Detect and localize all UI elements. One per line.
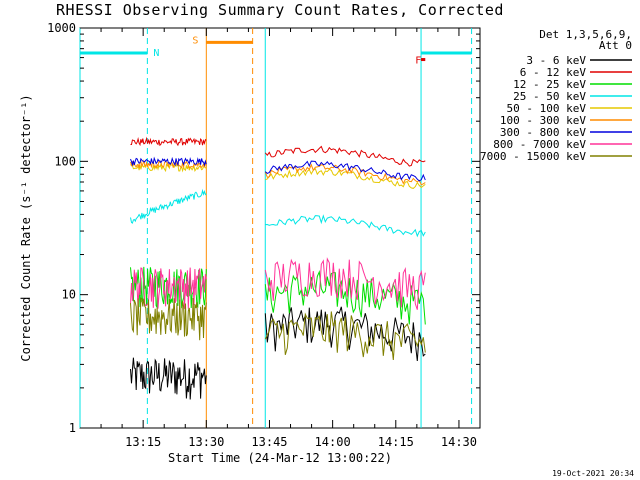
series-100-300-kev: [130, 159, 426, 186]
series-layer: [130, 136, 426, 400]
legend-label: 25 - 50 keV: [513, 90, 586, 103]
series-line: [130, 357, 207, 400]
annotation-label-flare: F: [415, 56, 421, 67]
series-3-6-kev: [130, 306, 426, 400]
series-line: [130, 136, 207, 147]
x-tick-label: 14:30: [441, 435, 477, 449]
series-line: [264, 306, 426, 362]
footer-timestamp: 19-Oct-2021 20:34: [552, 469, 634, 478]
y-tick-label: 10: [62, 288, 76, 302]
series-line: [130, 297, 207, 341]
series-50-100-kev: [130, 162, 426, 189]
legend-label: 800 - 7000 keV: [493, 138, 586, 151]
x-tick-label: 13:30: [188, 435, 224, 449]
x-axis-label: Start Time (24-Mar-12 13:00:22): [168, 451, 392, 465]
legend-label: 100 - 300 keV: [500, 114, 586, 127]
series-300-800-kev: [130, 156, 426, 182]
legend-label: 7000 - 15000 keV: [480, 150, 586, 163]
y-tick-label: 1: [69, 421, 76, 435]
chart-title: RHESSI Observing Summary Count Rates, Co…: [56, 1, 504, 19]
series-line: [130, 188, 207, 224]
legend-header: Det 1,3,5,6,9,: [539, 28, 632, 41]
legend-header: Att 0: [599, 39, 632, 52]
series-7000-15000-kev: [130, 297, 426, 361]
annotations: N S F: [80, 35, 472, 67]
time-markers: [79, 28, 473, 428]
series-line: [265, 214, 426, 238]
series-line: [130, 267, 207, 309]
y-tick-label: 1000: [47, 21, 76, 35]
series-6-12-kev: [130, 136, 426, 167]
legend-label: 3 - 6 keV: [526, 54, 586, 67]
series-line: [265, 168, 426, 189]
series-line: [264, 270, 426, 325]
legend-label: 12 - 25 keV: [513, 78, 586, 91]
x-tick-label: 14:15: [378, 435, 414, 449]
series-line: [264, 145, 426, 167]
axes: 13:15 13:30 13:45 14:00 14:15 14:30 1 10 100 1000…: [19, 21, 480, 465]
series-line: [264, 311, 426, 361]
series-line: [130, 159, 207, 170]
annotation-label-saa: S: [192, 35, 198, 46]
x-tick-label: 13:15: [125, 435, 161, 449]
legend-label: 300 - 800 keV: [500, 126, 586, 139]
series-line: [264, 163, 426, 186]
legend-label: 6 - 12 keV: [520, 66, 587, 79]
series-line: [264, 160, 426, 182]
series-800-7000-kev: [130, 257, 426, 310]
series-line: [264, 257, 426, 310]
y-tick-label: 100: [54, 154, 76, 168]
x-tick-label: 14:00: [315, 435, 351, 449]
annotation-label-night: N: [153, 48, 159, 59]
x-tick-label: 13:45: [251, 435, 287, 449]
legend-label: 50 - 100 keV: [507, 102, 587, 115]
series-line: [130, 156, 207, 167]
series-25-50-kev: [130, 188, 426, 238]
y-axis-label: Corrected Count Rate (s⁻¹ detector⁻¹): [19, 94, 33, 361]
